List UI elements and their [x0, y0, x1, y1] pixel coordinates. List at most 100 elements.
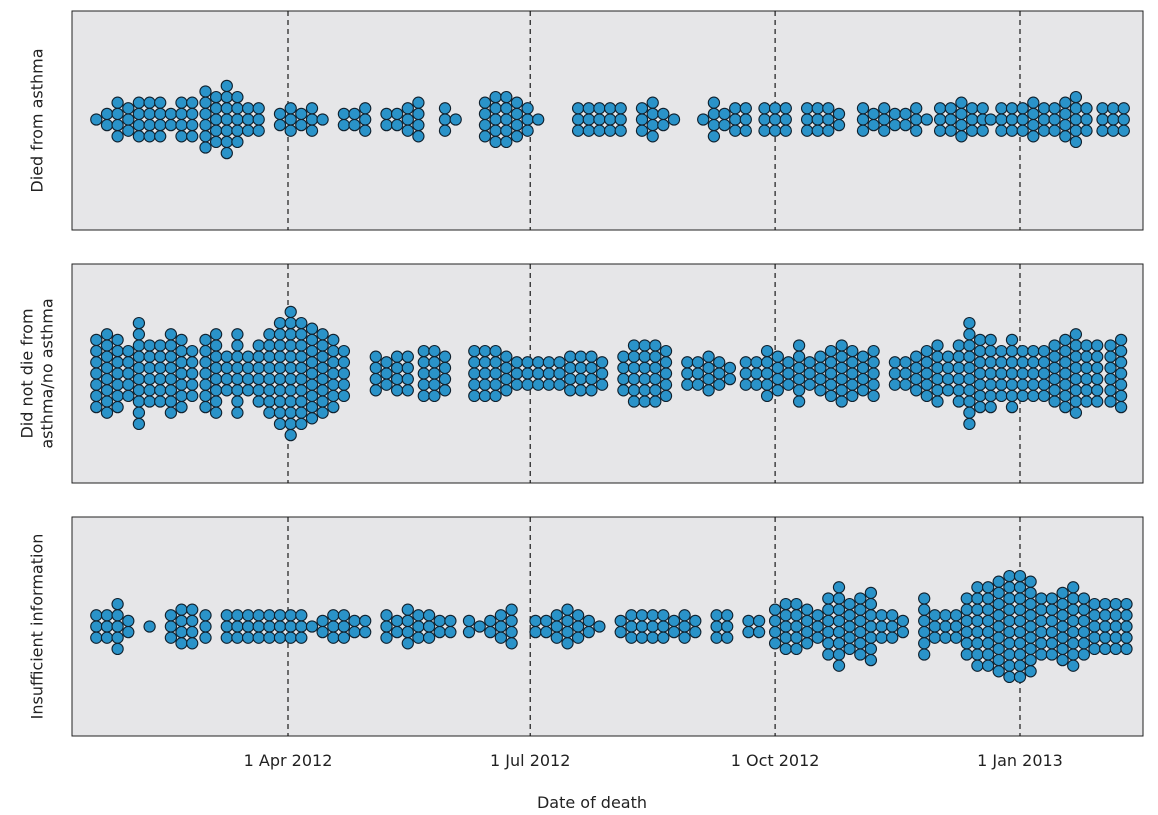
data-point: [864, 609, 878, 622]
data-point: [390, 372, 404, 386]
data-point: [1114, 333, 1128, 347]
data-point: [1077, 614, 1091, 628]
data-point: [963, 372, 976, 386]
data-point: [1114, 344, 1128, 358]
data-point: [462, 625, 476, 639]
data-point: [390, 625, 404, 639]
data-point: [305, 113, 319, 126]
data-point: [1059, 378, 1072, 391]
data-point: [164, 620, 178, 633]
data-point: [327, 389, 340, 403]
data-point: [273, 316, 287, 330]
data-point: [186, 603, 199, 616]
data-point: [1091, 395, 1104, 408]
data-point: [758, 113, 771, 126]
data-point: [132, 372, 146, 386]
data-point: [984, 333, 997, 347]
data-point: [433, 614, 446, 628]
data-point: [164, 107, 178, 121]
data-point: [659, 378, 673, 391]
data-point: [878, 124, 891, 137]
data-point: [540, 625, 553, 639]
data-point: [1056, 653, 1069, 667]
data-point: [707, 96, 721, 109]
data-point: [1080, 339, 1093, 352]
data-point: [273, 339, 287, 352]
data-point: [532, 367, 545, 380]
panel-3: Insufficient information: [28, 516, 1144, 737]
data-point: [348, 107, 361, 121]
data-point: [931, 395, 944, 408]
data-point: [252, 124, 265, 137]
data-point: [295, 107, 308, 121]
data-point: [981, 637, 995, 650]
data-point: [284, 417, 297, 431]
data-point: [952, 372, 965, 386]
data-point: [489, 113, 502, 126]
data-point: [154, 395, 167, 408]
data-point: [220, 135, 233, 149]
data-point: [500, 90, 513, 104]
data-point: [593, 102, 606, 115]
data-point: [209, 124, 223, 137]
data-point: [164, 339, 178, 352]
data-point: [574, 384, 587, 397]
data-point: [963, 384, 976, 397]
data-point: [186, 130, 199, 143]
data-point: [154, 384, 167, 397]
data-point: [944, 102, 957, 115]
data-point: [1035, 648, 1048, 661]
data-point: [1027, 367, 1040, 380]
data-point: [252, 395, 265, 408]
data-point: [199, 96, 212, 109]
data-point: [768, 625, 782, 639]
data-point: [561, 625, 574, 639]
data-point: [489, 102, 502, 115]
data-point: [209, 372, 223, 386]
data-point: [585, 361, 598, 375]
data-point: [468, 344, 481, 358]
data-point: [920, 113, 933, 126]
data-point: [122, 356, 135, 369]
data-point: [723, 372, 737, 386]
data-point: [231, 361, 244, 375]
data-point: [952, 384, 965, 397]
data-point: [779, 620, 792, 633]
data-point: [500, 113, 513, 126]
data-point: [154, 339, 167, 352]
data-point: [380, 356, 393, 369]
data-point: [1037, 124, 1051, 137]
data-point: [1080, 384, 1093, 397]
data-point: [175, 603, 188, 616]
data-point: [960, 648, 973, 661]
data-point: [295, 384, 308, 397]
data-point: [1048, 113, 1061, 126]
data-point: [649, 372, 662, 386]
data-point: [390, 107, 404, 121]
data-point: [822, 124, 835, 137]
data-point: [252, 620, 265, 633]
data-point: [484, 625, 497, 639]
data-point: [771, 384, 784, 397]
data-point: [412, 130, 425, 143]
data-point: [1080, 124, 1093, 137]
data-point: [337, 378, 351, 391]
data-point: [822, 592, 835, 605]
data-point: [199, 130, 212, 143]
data-point: [888, 107, 902, 121]
data-point: [1027, 130, 1040, 143]
data-point: [918, 614, 931, 628]
data-point: [835, 384, 848, 397]
data-point: [273, 372, 287, 386]
data-point: [649, 350, 662, 363]
data-point: [1120, 597, 1133, 611]
data-point: [984, 344, 997, 358]
data-point: [928, 631, 941, 644]
data-point: [971, 648, 984, 661]
data-point: [691, 367, 705, 380]
data-point: [220, 620, 233, 633]
data-point: [811, 102, 824, 115]
data-point: [220, 146, 233, 160]
data-point: [846, 378, 859, 391]
